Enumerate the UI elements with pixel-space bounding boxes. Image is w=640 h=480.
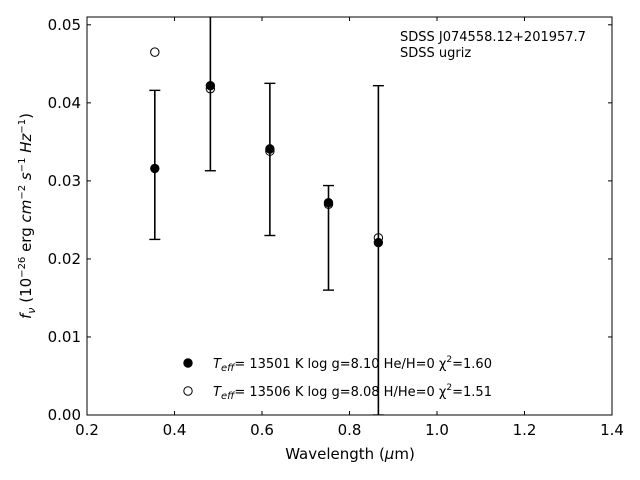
model-point-filled [150,163,160,174]
model-point-filled [265,144,275,154]
y-tick-label: 0.03 [48,172,81,190]
x-tick-label: 1.4 [600,421,624,439]
model-point-open [205,84,216,94]
x-tick-label: 0.6 [250,421,274,439]
y-tick-label: 0.05 [48,16,81,34]
legend: Teff= 13501 K log g=8.10 He/H=0 χ2=1.60 … [183,355,492,402]
model-point-open [373,233,384,243]
annotation-object-name: SDSS J074558.12+201957.7 [400,30,586,45]
annotation-filters: SDSS ugriz [400,46,471,61]
y-tick-label: 0.02 [48,250,81,268]
legend-marker-open [183,386,193,396]
x-tick-label: 1.0 [425,421,449,439]
x-tick-label: 0.2 [75,421,99,439]
model-point-open [265,146,275,156]
y-axis-label: fν (10−26 erg cm−2 s−1 Hz−1) [17,113,38,319]
legend-marker-filled [183,358,193,368]
legend-entry-2: Teff= 13506 K log g=8.08 H/He=0 χ2=1.51 [213,383,492,402]
y-tick-label: 0.00 [48,406,81,424]
axes-frame [86,16,613,416]
legend-entry-1: Teff= 13501 K log g=8.10 He/H=0 χ2=1.60 [213,355,492,374]
model-point-filled [205,80,216,91]
y-tick-label: 0.01 [48,328,81,346]
y-tick-label: 0.04 [48,94,81,112]
plot-area: 0.2 0.4 0.6 0.8 1.0 1.2 1.4 0.00 0.01 0.02 0.03 0.0… [48,16,624,439]
x-tick-label: 0.4 [163,421,187,439]
x-tick-label: 0.8 [338,421,362,439]
model-point-open [323,199,334,209]
x-axis-label: Wavelength (μm) [285,445,415,463]
model-point-open [150,47,160,57]
data-marks [149,17,384,415]
x-tick-label: 1.2 [513,421,537,439]
